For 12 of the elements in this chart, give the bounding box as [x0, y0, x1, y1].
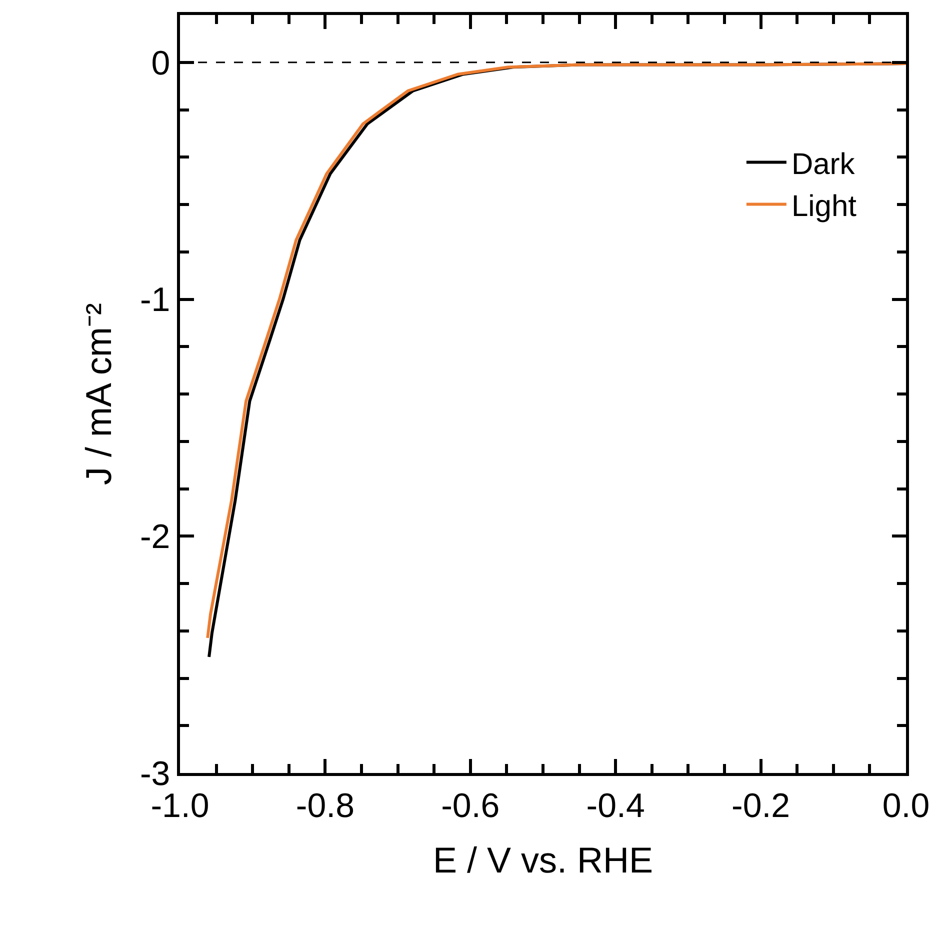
y-tick-label: -1: [140, 281, 170, 320]
y-tick-label: 0: [151, 44, 170, 82]
x-tick-label: -0.6: [441, 786, 500, 825]
x-tick-label: -0.4: [586, 786, 645, 825]
legend-label: Dark: [791, 148, 856, 181]
legend-label: Light: [791, 190, 858, 223]
x-tick-label: -0.2: [732, 786, 790, 825]
x-tick-label: 0.0: [882, 786, 930, 825]
x-axis-title: E / V vs. RHE: [432, 840, 654, 880]
x-tick-label: -0.8: [296, 786, 354, 825]
y-tick-label: -2: [140, 518, 170, 556]
y-axis-title: J / mA cm⁻²: [78, 302, 119, 485]
